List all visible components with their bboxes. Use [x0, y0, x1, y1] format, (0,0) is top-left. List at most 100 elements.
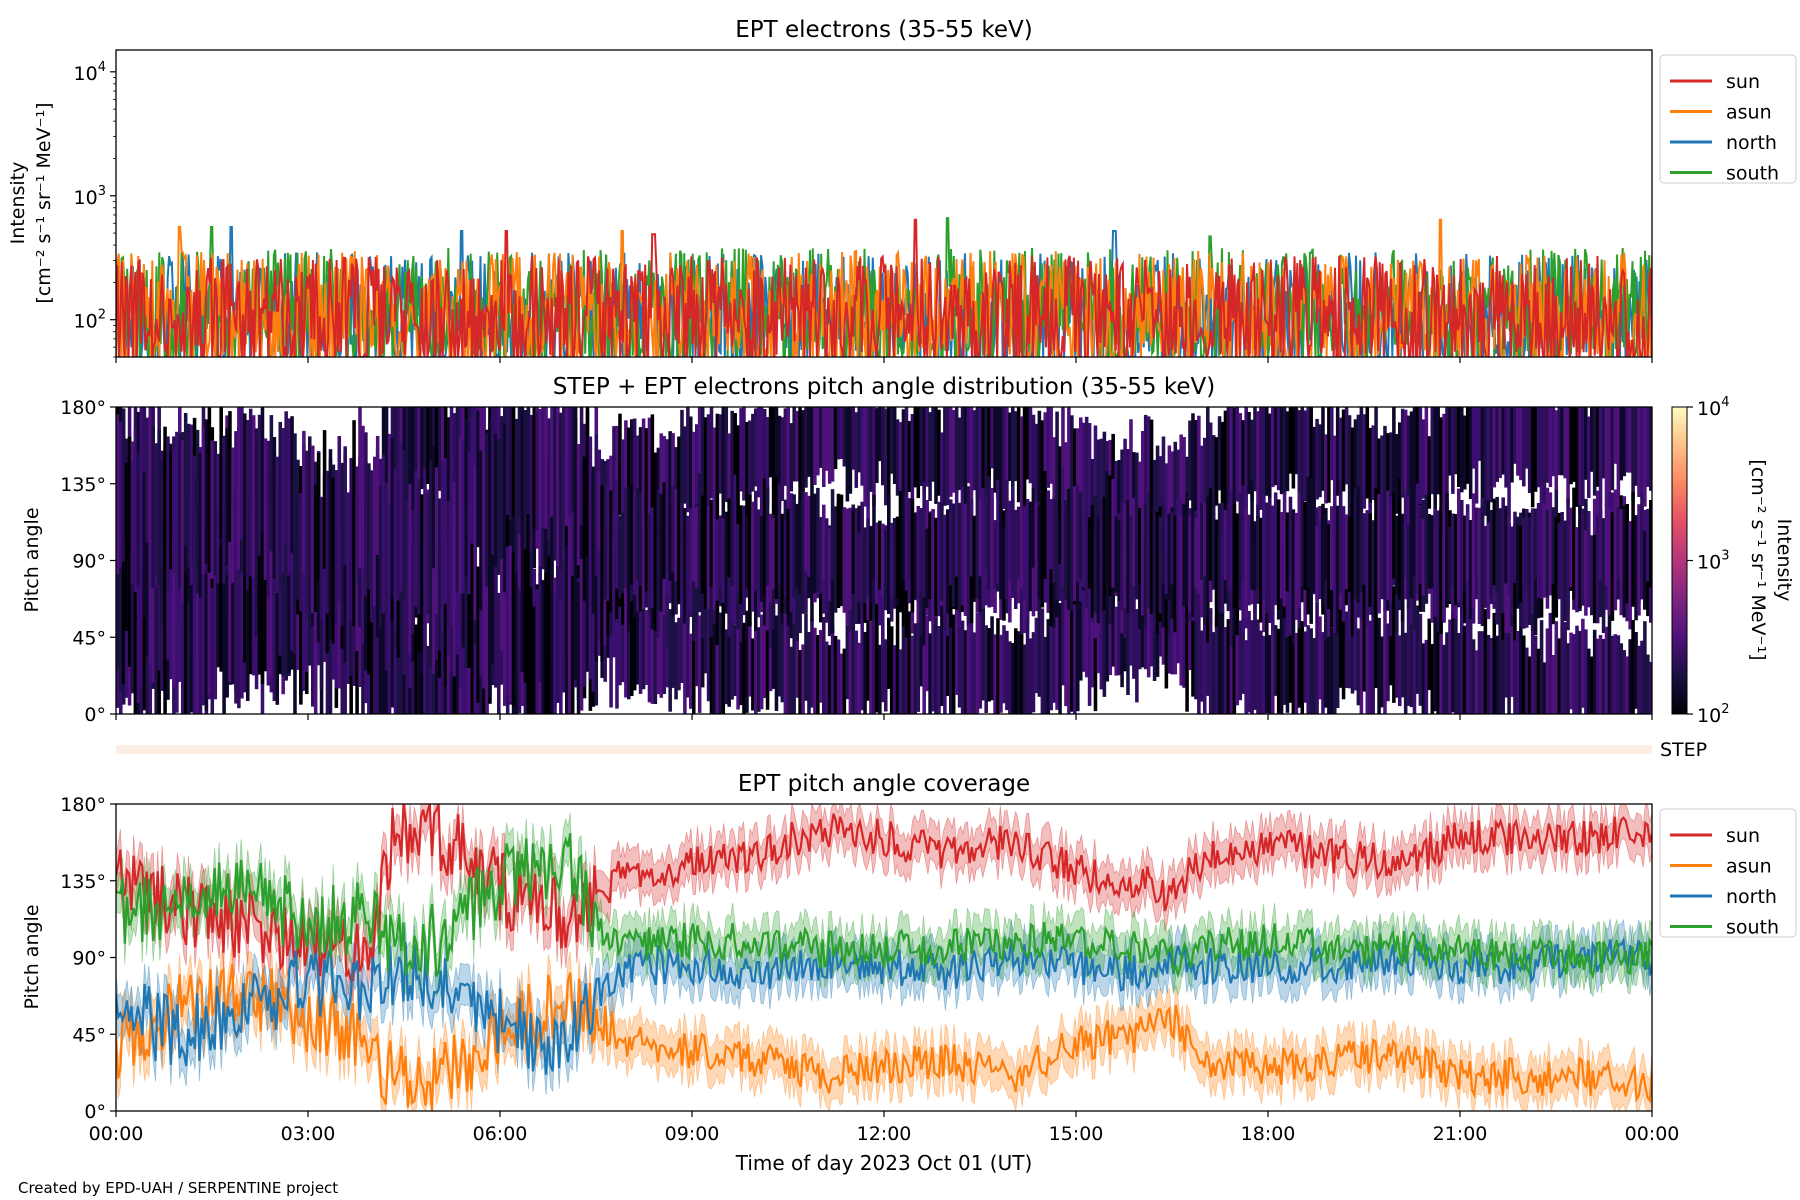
pad-cell	[848, 623, 853, 714]
pad-cell	[632, 418, 637, 522]
pad-cell	[1557, 407, 1562, 476]
pad-cell	[1595, 638, 1600, 714]
pad-cell	[813, 493, 817, 594]
pad-cell	[727, 433, 731, 509]
pad-cell	[981, 615, 986, 701]
pad-cell	[1560, 512, 1564, 596]
pad-cell	[440, 577, 445, 714]
pad-cell	[1646, 508, 1650, 582]
pad-cell	[1043, 412, 1048, 487]
pad-cell	[1016, 506, 1021, 579]
pad-cell	[1395, 515, 1399, 595]
pad-cell	[1403, 632, 1408, 714]
pad-cell	[219, 545, 223, 672]
pad-cell	[402, 450, 407, 601]
pad-cell	[1595, 514, 1600, 624]
pad-cell	[157, 521, 161, 671]
pad-cell	[559, 599, 563, 714]
pad-cell	[1058, 446, 1062, 517]
pad-cell	[1380, 435, 1384, 518]
pad-cell	[1592, 407, 1597, 496]
pad-cell	[485, 550, 489, 714]
pad-cell	[1406, 603, 1411, 706]
pad-cell	[1406, 524, 1411, 609]
pad-cell	[892, 518, 897, 609]
pad-cell	[166, 538, 170, 660]
pad-cell	[709, 611, 714, 714]
pad-cell	[615, 594, 619, 709]
pad-cell	[1468, 607, 1473, 714]
pad-cell	[1288, 527, 1293, 636]
pad-cell	[1510, 407, 1514, 483]
pad-cell	[656, 447, 661, 527]
pad-cell	[830, 489, 835, 581]
pad-cell	[1539, 620, 1544, 714]
pad-cell	[671, 613, 675, 688]
pad-cell	[275, 560, 280, 705]
pad-cell	[1318, 518, 1322, 600]
pad-cell	[473, 465, 477, 621]
pad-cell	[1383, 504, 1387, 600]
pad-cell	[1433, 508, 1437, 617]
pad-cell	[1598, 635, 1603, 714]
pad-cell	[567, 407, 572, 509]
pad-cell	[792, 602, 796, 714]
pad-cell	[1477, 507, 1482, 577]
pad-cell	[352, 420, 356, 580]
pad-cell	[1389, 432, 1393, 513]
pad-cell	[1551, 507, 1556, 584]
pad-cell	[511, 407, 516, 517]
pad-cell	[1590, 535, 1594, 613]
pad-cell	[160, 461, 164, 625]
pad-cell	[792, 494, 796, 598]
pad-cell	[1480, 631, 1485, 714]
pad-cell	[384, 407, 389, 538]
pad-cell	[946, 599, 950, 696]
legend-label-south: south	[1726, 917, 1779, 939]
pad-cell	[1141, 431, 1145, 548]
pad-cell	[1096, 519, 1101, 594]
pad-cell	[1315, 526, 1319, 601]
pad-cell	[1519, 407, 1523, 481]
pad-cell	[1427, 618, 1432, 691]
pad-cell	[343, 446, 347, 565]
pad-cell	[322, 430, 327, 569]
pad-cell	[624, 487, 628, 588]
pad-cell	[529, 516, 534, 658]
pad-cell	[1474, 507, 1479, 577]
pad-cell	[1533, 508, 1538, 579]
pad-cell	[1539, 407, 1544, 496]
pad-cell	[857, 407, 861, 473]
pad-cell	[949, 407, 953, 497]
pad-cell	[1601, 639, 1606, 714]
pad-cell	[718, 515, 723, 587]
pad-cell	[1073, 601, 1077, 714]
pad-cell	[163, 426, 167, 549]
pad-cell	[1581, 618, 1585, 708]
pad-cell	[375, 512, 380, 638]
pad-cell	[1392, 407, 1396, 514]
pad-cell	[399, 442, 404, 592]
pad-cell	[1448, 526, 1452, 602]
pad-cell	[759, 614, 764, 710]
pad-cell	[984, 625, 988, 713]
pad-cell	[774, 407, 779, 502]
pad-cell	[789, 646, 794, 714]
pad-cell	[981, 487, 986, 609]
pad-cell	[443, 534, 448, 687]
pad-cell	[1279, 512, 1284, 599]
pad-cell	[414, 407, 418, 502]
pad-cell	[1465, 407, 1470, 484]
pad-cell	[1460, 407, 1464, 493]
pad-cell	[1474, 407, 1479, 504]
intensity-y-ticks: 102 103 104	[74, 60, 116, 358]
pad-cell	[1014, 509, 1018, 599]
pad-cell	[127, 436, 132, 563]
pad-cell	[919, 407, 923, 486]
pad-cell	[1028, 407, 1033, 484]
pad-cell	[1412, 523, 1417, 630]
pad-cell	[884, 639, 888, 712]
pad-cell	[774, 477, 779, 600]
intensity-line-sun	[116, 218, 1652, 357]
pad-cell	[1031, 632, 1036, 713]
